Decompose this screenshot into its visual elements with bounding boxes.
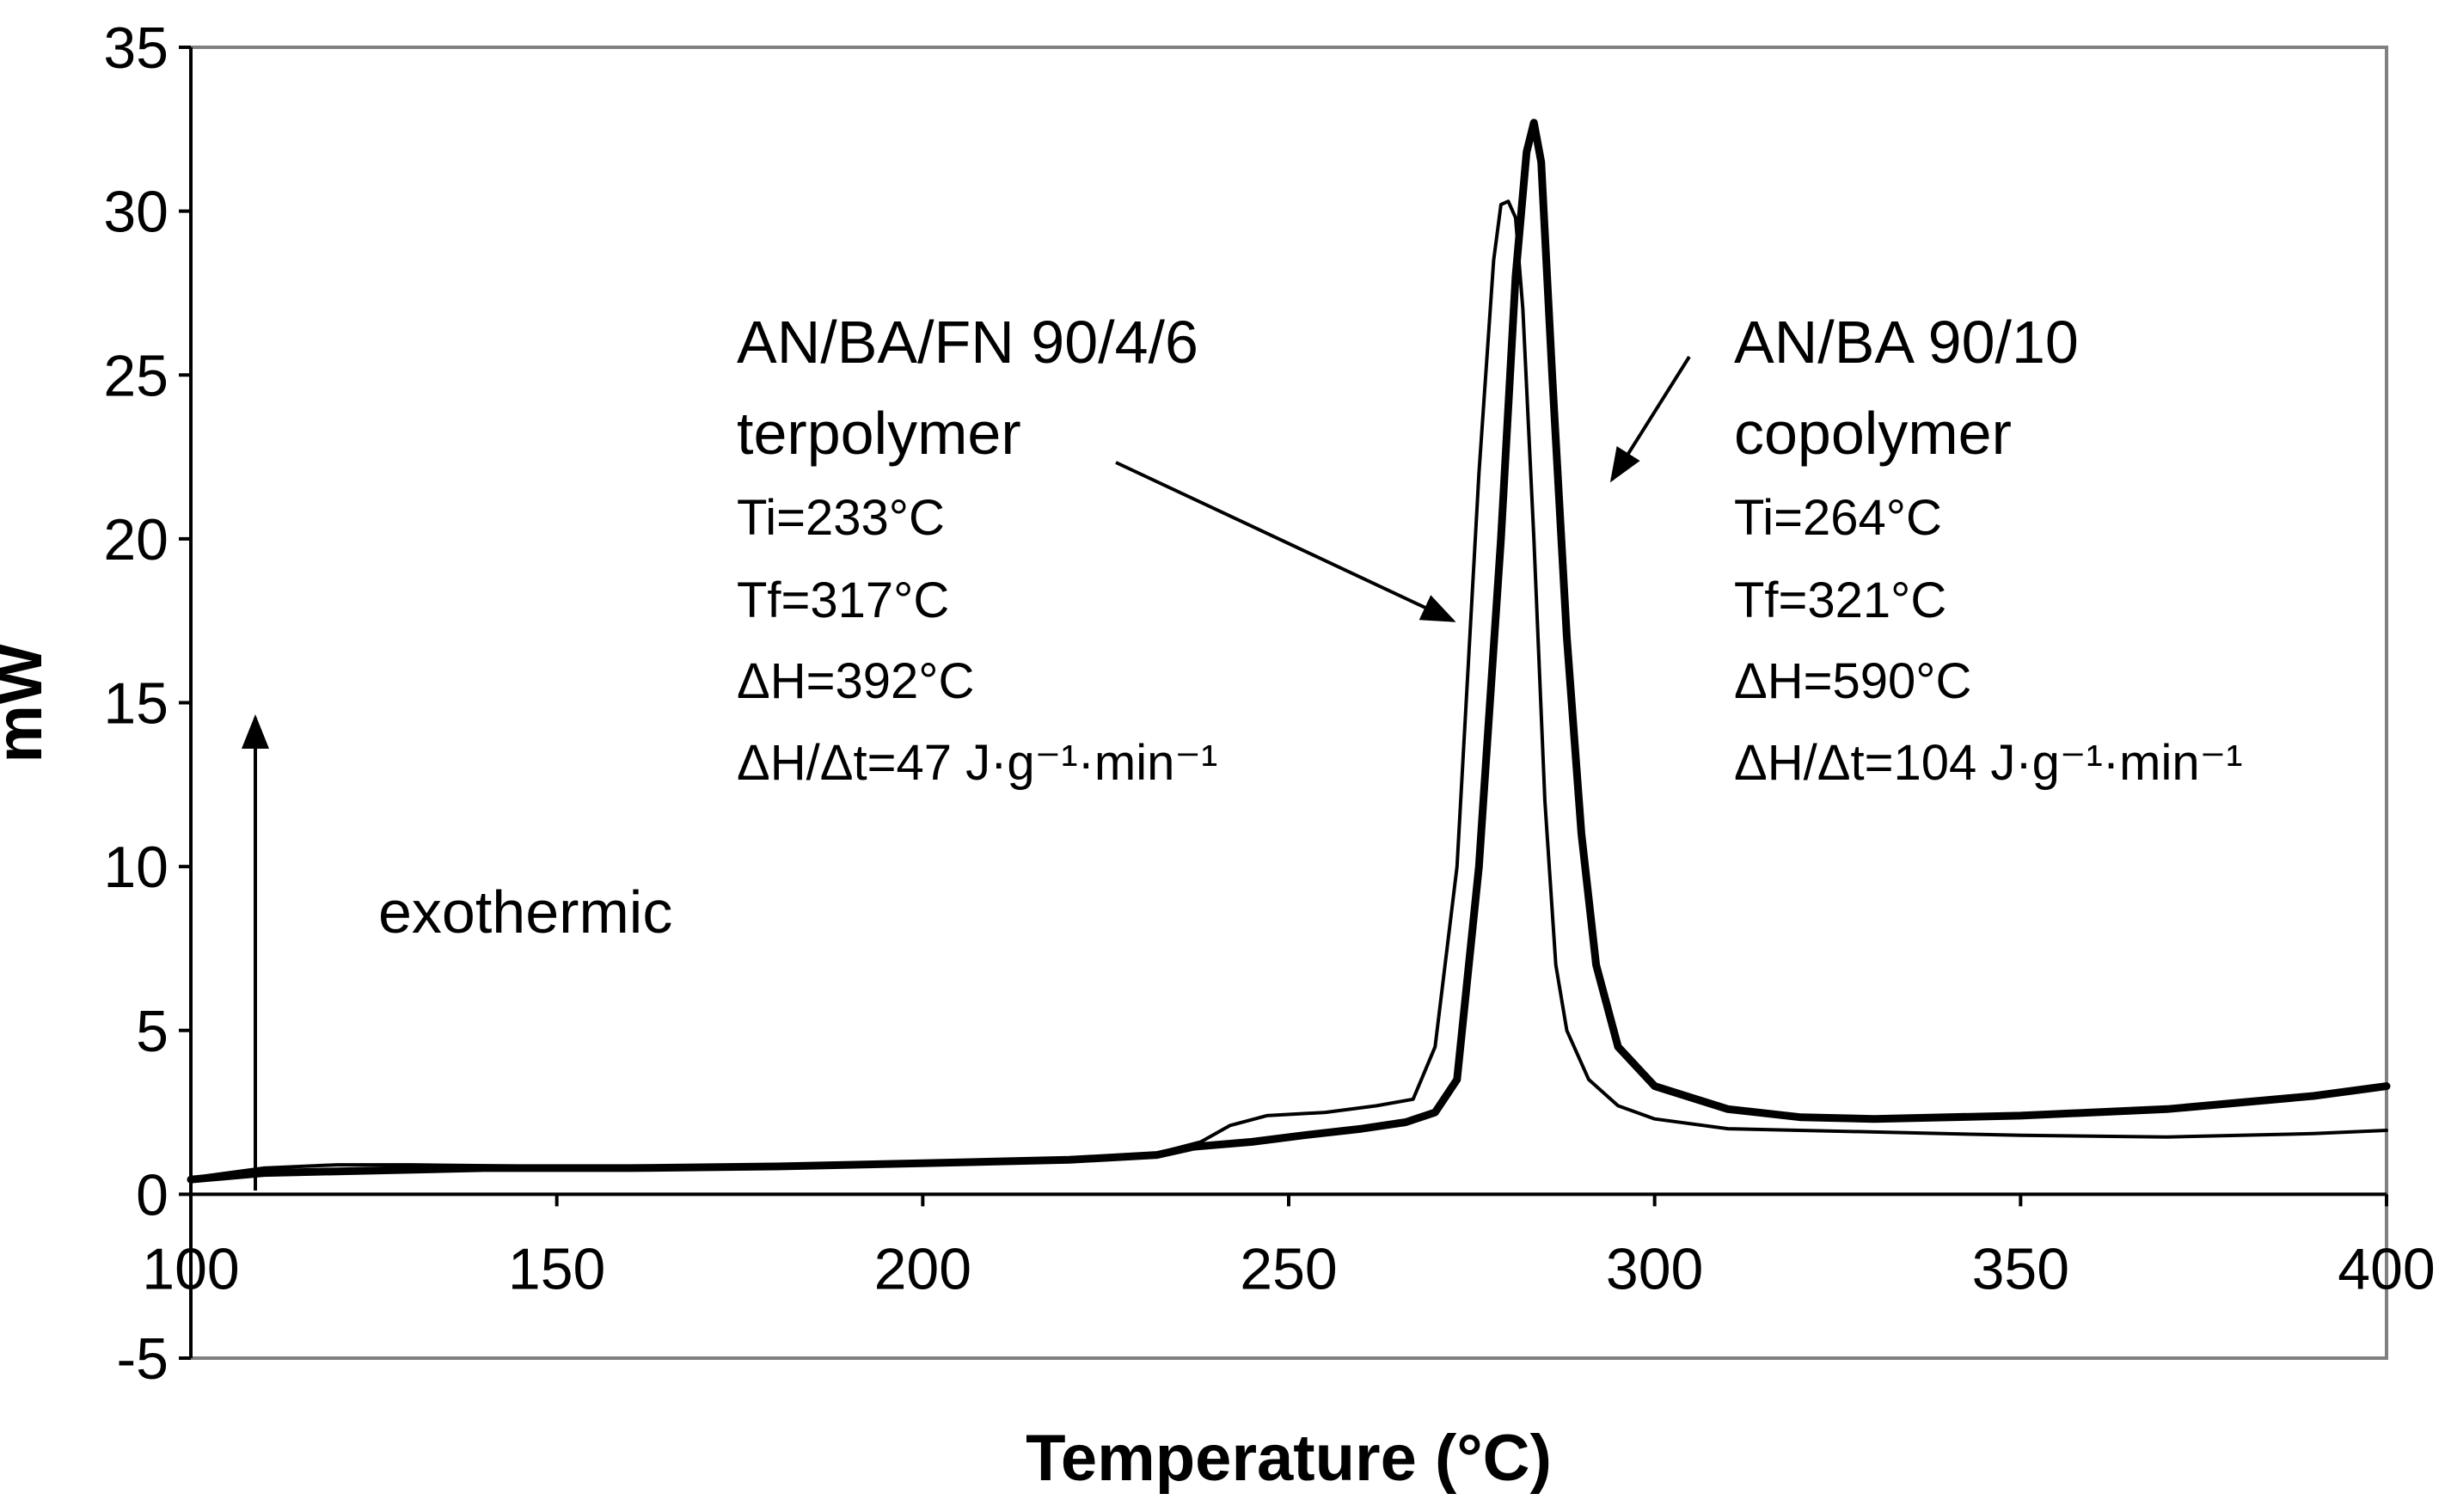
y-axis-ticks: 35 30 25 20 15 10 5 0 -5	[103, 15, 191, 1392]
copolymer-arrow	[1609, 355, 1691, 483]
terpolymer-ti: Ti=233°C	[737, 490, 945, 546]
y-tick-label: 0	[136, 1162, 169, 1227]
copolymer-tf: Tf=321°C	[1734, 572, 1946, 628]
terpolymer-sub: terpolymer	[737, 400, 1021, 467]
x-tick-label: 100	[142, 1236, 239, 1301]
copolymer-label: AN/BA 90/10	[1734, 309, 2079, 376]
terpolymer-tf: Tf=317°C	[737, 572, 949, 628]
exothermic-label: exothermic	[378, 878, 672, 946]
x-tick-label: 400	[2338, 1236, 2435, 1301]
series-group	[187, 119, 2391, 1184]
x-axis-title: Temperature (°C)	[1026, 1422, 1552, 1495]
y-tick-label: 25	[103, 343, 169, 408]
x-tick-label: 350	[1972, 1236, 2069, 1301]
copolymer-dh: ΔH=590°C	[1734, 653, 1971, 709]
y-tick-label: -5	[117, 1326, 169, 1392]
x-axis-ticks: 100 150 200 250 300 350 400	[142, 1194, 2436, 1301]
y-tick-label: 30	[103, 180, 169, 245]
plot-area	[189, 46, 2388, 1360]
x-tick-label: 250	[1240, 1236, 1337, 1301]
copolymer-rate: ΔH/Δt=104 J·g⁻¹·min⁻¹	[1734, 735, 2243, 791]
y-tick-label: 10	[103, 835, 169, 900]
y-tick-label: 20	[103, 507, 169, 572]
terpolymer-arrow	[1115, 461, 1456, 622]
y-tick-label: 5	[136, 999, 169, 1064]
terpolymer-dh: ΔH=392°C	[737, 653, 974, 709]
y-axis-title: mW	[0, 643, 56, 763]
x-tick-label: 200	[874, 1236, 971, 1301]
x-tick-label: 150	[508, 1236, 605, 1301]
terpolymer-label: AN/BA/FN 90/4/6	[737, 309, 1198, 376]
terpolymer-rate: ΔH/Δt=47 J·g⁻¹·min⁻¹	[737, 735, 1217, 791]
x-tick-label: 300	[1606, 1236, 1703, 1301]
copolymer-series-line	[187, 119, 2391, 1184]
y-tick-label: 15	[103, 671, 169, 737]
y-tick-label: 35	[103, 15, 169, 81]
copolymer-sub: copolymer	[1734, 400, 2012, 467]
copolymer-ti: Ti=264°C	[1734, 490, 1942, 546]
